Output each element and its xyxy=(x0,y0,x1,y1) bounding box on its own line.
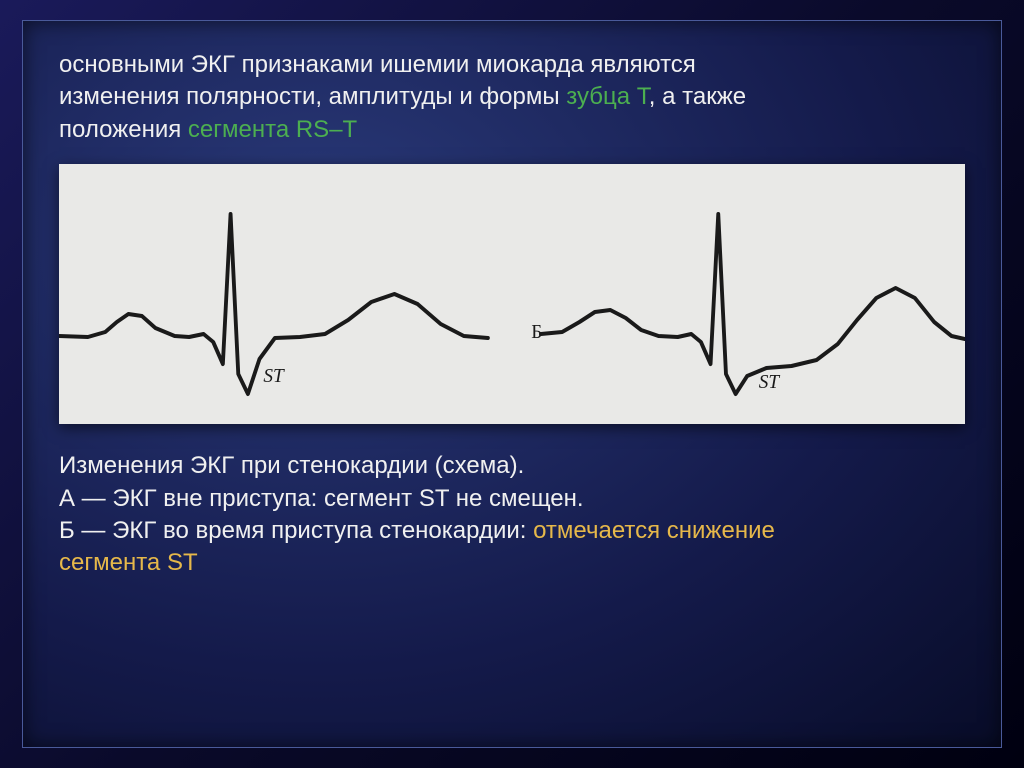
top-line2b: , а также xyxy=(649,83,746,110)
top-text-block: основными ЭКГ признаками ишемии миокарда… xyxy=(59,49,965,146)
ecg-diagram: ST ST Б xyxy=(59,164,965,424)
bottom-l2: А — ЭКГ вне приступа: сегмент ST не смещ… xyxy=(59,485,584,512)
label-b: Б xyxy=(531,321,542,343)
top-line2a: изменения полярности, амплитуды и формы xyxy=(59,83,566,110)
label-st-a: ST xyxy=(263,365,285,387)
highlight-st-depression-a: отмечается снижение xyxy=(533,517,775,544)
slide-background: основными ЭКГ признаками ишемии миокарда… xyxy=(0,0,1024,768)
highlight-st-depression-b: сегмента ST xyxy=(59,549,198,576)
bottom-text-block: Изменения ЭКГ при стенокардии (схема). А… xyxy=(59,450,965,580)
ecg-trace-b xyxy=(541,214,965,394)
top-line1: основными ЭКГ признаками ишемии миокарда… xyxy=(59,51,696,78)
highlight-rst-segment: сегмента RS–T xyxy=(188,116,357,143)
bottom-l1: Изменения ЭКГ при стенокардии (схема). xyxy=(59,452,524,479)
label-st-b: ST xyxy=(759,371,781,393)
ecg-svg: ST ST Б xyxy=(59,164,965,424)
highlight-t-wave: зубца Т xyxy=(566,83,649,110)
content-panel: основными ЭКГ признаками ишемии миокарда… xyxy=(22,20,1002,748)
bottom-l3a: Б — ЭКГ во время приступа стенокардии: xyxy=(59,517,533,544)
top-line3a: положения xyxy=(59,116,188,143)
